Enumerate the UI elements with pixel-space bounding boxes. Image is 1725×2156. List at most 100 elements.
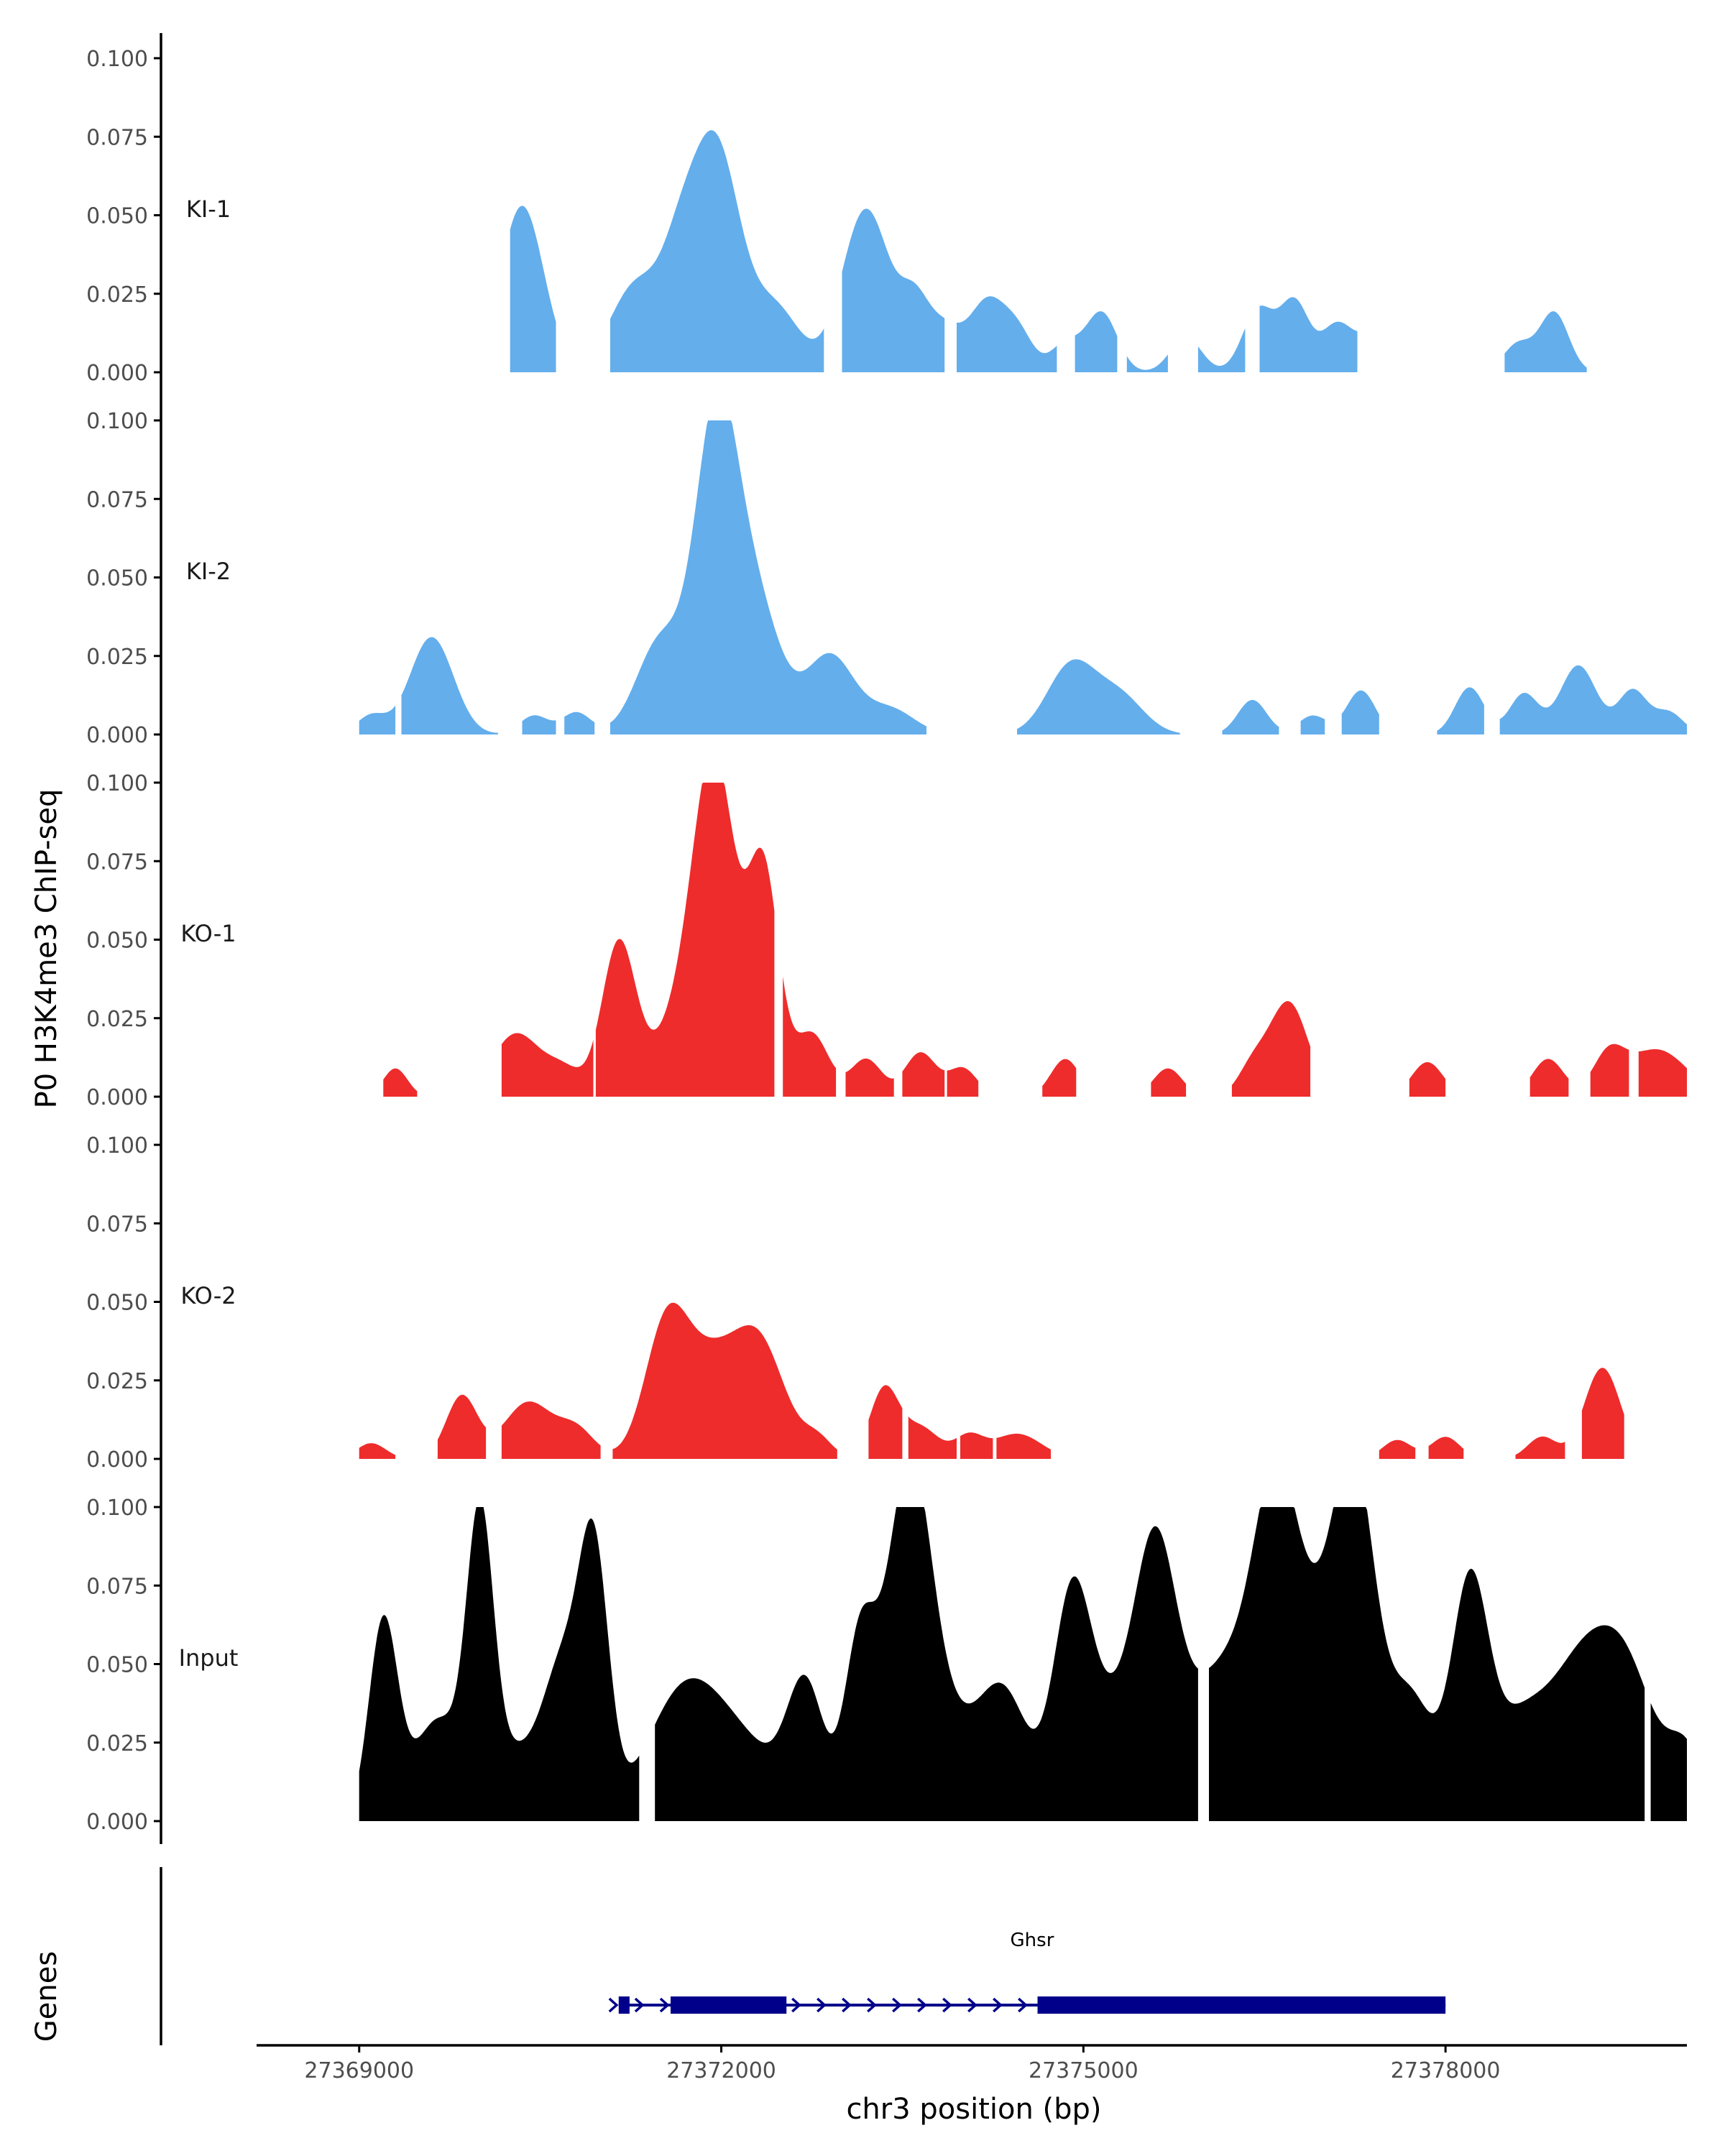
strand-arrow [608, 1997, 619, 2013]
signal-area [1259, 297, 1358, 372]
y-tick-label: 0.000 [86, 361, 148, 386]
y-tick-label: 0.100 [86, 771, 148, 796]
x-tick-label: 27375000 [1029, 2058, 1138, 2083]
signal-area [610, 130, 824, 372]
signal-area [610, 420, 926, 734]
signal-area [1042, 1059, 1077, 1097]
track-input: 0.000 0.025 0.050 0.075 0.100 Input [86, 1482, 1687, 1844]
signal-area [564, 711, 595, 734]
signal-area [510, 206, 556, 372]
y-tick-label: 0.050 [86, 929, 148, 954]
track-label: KI-2 [186, 558, 231, 585]
signal-area [595, 783, 775, 1097]
signal-area [1126, 354, 1168, 372]
y-tick-label: 0.025 [86, 1369, 148, 1394]
signal-area [359, 705, 396, 734]
y-tick-label: 0.000 [86, 1447, 148, 1473]
y-tick-label: 0.075 [86, 487, 148, 512]
signal-area [1638, 1049, 1687, 1097]
track-label: Input [179, 1644, 239, 1672]
signal-area [960, 1432, 993, 1459]
strand-arrow [634, 1997, 645, 2013]
track-ki-1: 0.000 0.025 0.050 0.075 0.100 KI-1 [86, 33, 1587, 395]
strand-arrow [1018, 1997, 1028, 2013]
tracks-layer: 0.0000.0250.0500.0750.100KI-10.0000.0250… [86, 33, 1687, 1844]
signal-area [1300, 715, 1325, 734]
signal-area [1581, 1368, 1624, 1459]
signal-area [1379, 1439, 1416, 1459]
signal-area [612, 1302, 837, 1459]
y-tick-label: 0.000 [86, 723, 148, 748]
y-tick-label: 0.050 [86, 1291, 148, 1316]
signal-area [1515, 1436, 1565, 1459]
signal-area [1504, 311, 1587, 372]
y-tick-label: 0.100 [86, 47, 148, 72]
signal-area [902, 1052, 945, 1097]
y-tick-label: 0.025 [86, 1007, 148, 1032]
strand-arrow [942, 1997, 952, 2013]
y-tick-label: 0.025 [86, 282, 148, 308]
x-axis-title: chr3 position (bp) [846, 2093, 1101, 2126]
signal-area [1341, 690, 1379, 734]
signal-area [1437, 687, 1484, 734]
signal-area [1530, 1059, 1569, 1097]
signal-area [1409, 1061, 1446, 1097]
strand-arrow [967, 1997, 978, 2013]
strand-arrow [816, 1997, 827, 2013]
signal-area [996, 1433, 1051, 1459]
y-tick-label: 0.075 [86, 1212, 148, 1237]
strand-arrow [659, 1997, 670, 2013]
signal-area [1499, 665, 1687, 734]
y-tick-label: 0.100 [86, 1496, 148, 1521]
x-tick-label: 27378000 [1391, 2058, 1501, 2083]
signal-area [1209, 1507, 1645, 1821]
signal-area [1650, 1703, 1687, 1821]
signal-area [383, 1068, 418, 1097]
signal-area [947, 1067, 979, 1097]
signal-area [437, 1394, 487, 1459]
genes-axis-title: Genes [30, 1951, 63, 2042]
genes-panel: Ghsr [160, 1867, 1446, 2045]
signal-area [868, 1385, 903, 1459]
y-tick-label: 0.050 [86, 566, 148, 591]
track-label: KI-1 [186, 195, 231, 223]
y-tick-label: 0.075 [86, 1574, 148, 1599]
track-ko-2: 0.000 0.025 0.050 0.075 0.100 KO-2 [86, 1120, 1624, 1482]
y-tick-label: 0.100 [86, 409, 148, 434]
y-tick-label: 0.025 [86, 1731, 148, 1756]
signal-area [359, 1507, 640, 1821]
strand-arrow [842, 1997, 852, 2013]
y-axis-title: P0 H3K4me3 ChIP-seq [30, 789, 63, 1109]
y-tick-label: 0.000 [86, 1085, 148, 1110]
signal-area [359, 1443, 396, 1459]
track-label: KO-1 [180, 920, 236, 947]
signal-area [842, 208, 945, 372]
signal-area [1428, 1437, 1464, 1459]
y-tick-label: 0.075 [86, 125, 148, 150]
signal-area [957, 296, 1057, 372]
strand-arrow [791, 1997, 801, 2013]
signal-area [655, 1507, 1198, 1821]
x-axis: 2736900027372000273750002737800027381000 [257, 2044, 1687, 2083]
y-tick-label: 0.000 [86, 1810, 148, 1835]
y-tick-label: 0.075 [86, 849, 148, 875]
signal-area [501, 1401, 601, 1459]
gene-ghsr: Ghsr [608, 1930, 1446, 2014]
gene-exon [618, 1996, 630, 2014]
x-tick-label: 27372000 [666, 2058, 776, 2083]
gene-label: Ghsr [1011, 1930, 1054, 1951]
signal-area [1075, 311, 1118, 372]
signal-area [1231, 1001, 1311, 1097]
strand-arrow [867, 1997, 877, 2013]
signal-area [1222, 699, 1279, 734]
strand-arrow [892, 1997, 902, 2013]
signal-area [783, 976, 837, 1097]
signal-area [908, 1416, 957, 1459]
track-ki-2: 0.000 0.025 0.050 0.075 0.100 KI-2 [86, 395, 1687, 757]
signal-area [1017, 659, 1180, 734]
strand-arrow [917, 1997, 927, 2013]
y-tick-label: 0.050 [86, 1653, 148, 1678]
strand-arrow [993, 1997, 1003, 2013]
signal-area [1590, 1044, 1629, 1097]
